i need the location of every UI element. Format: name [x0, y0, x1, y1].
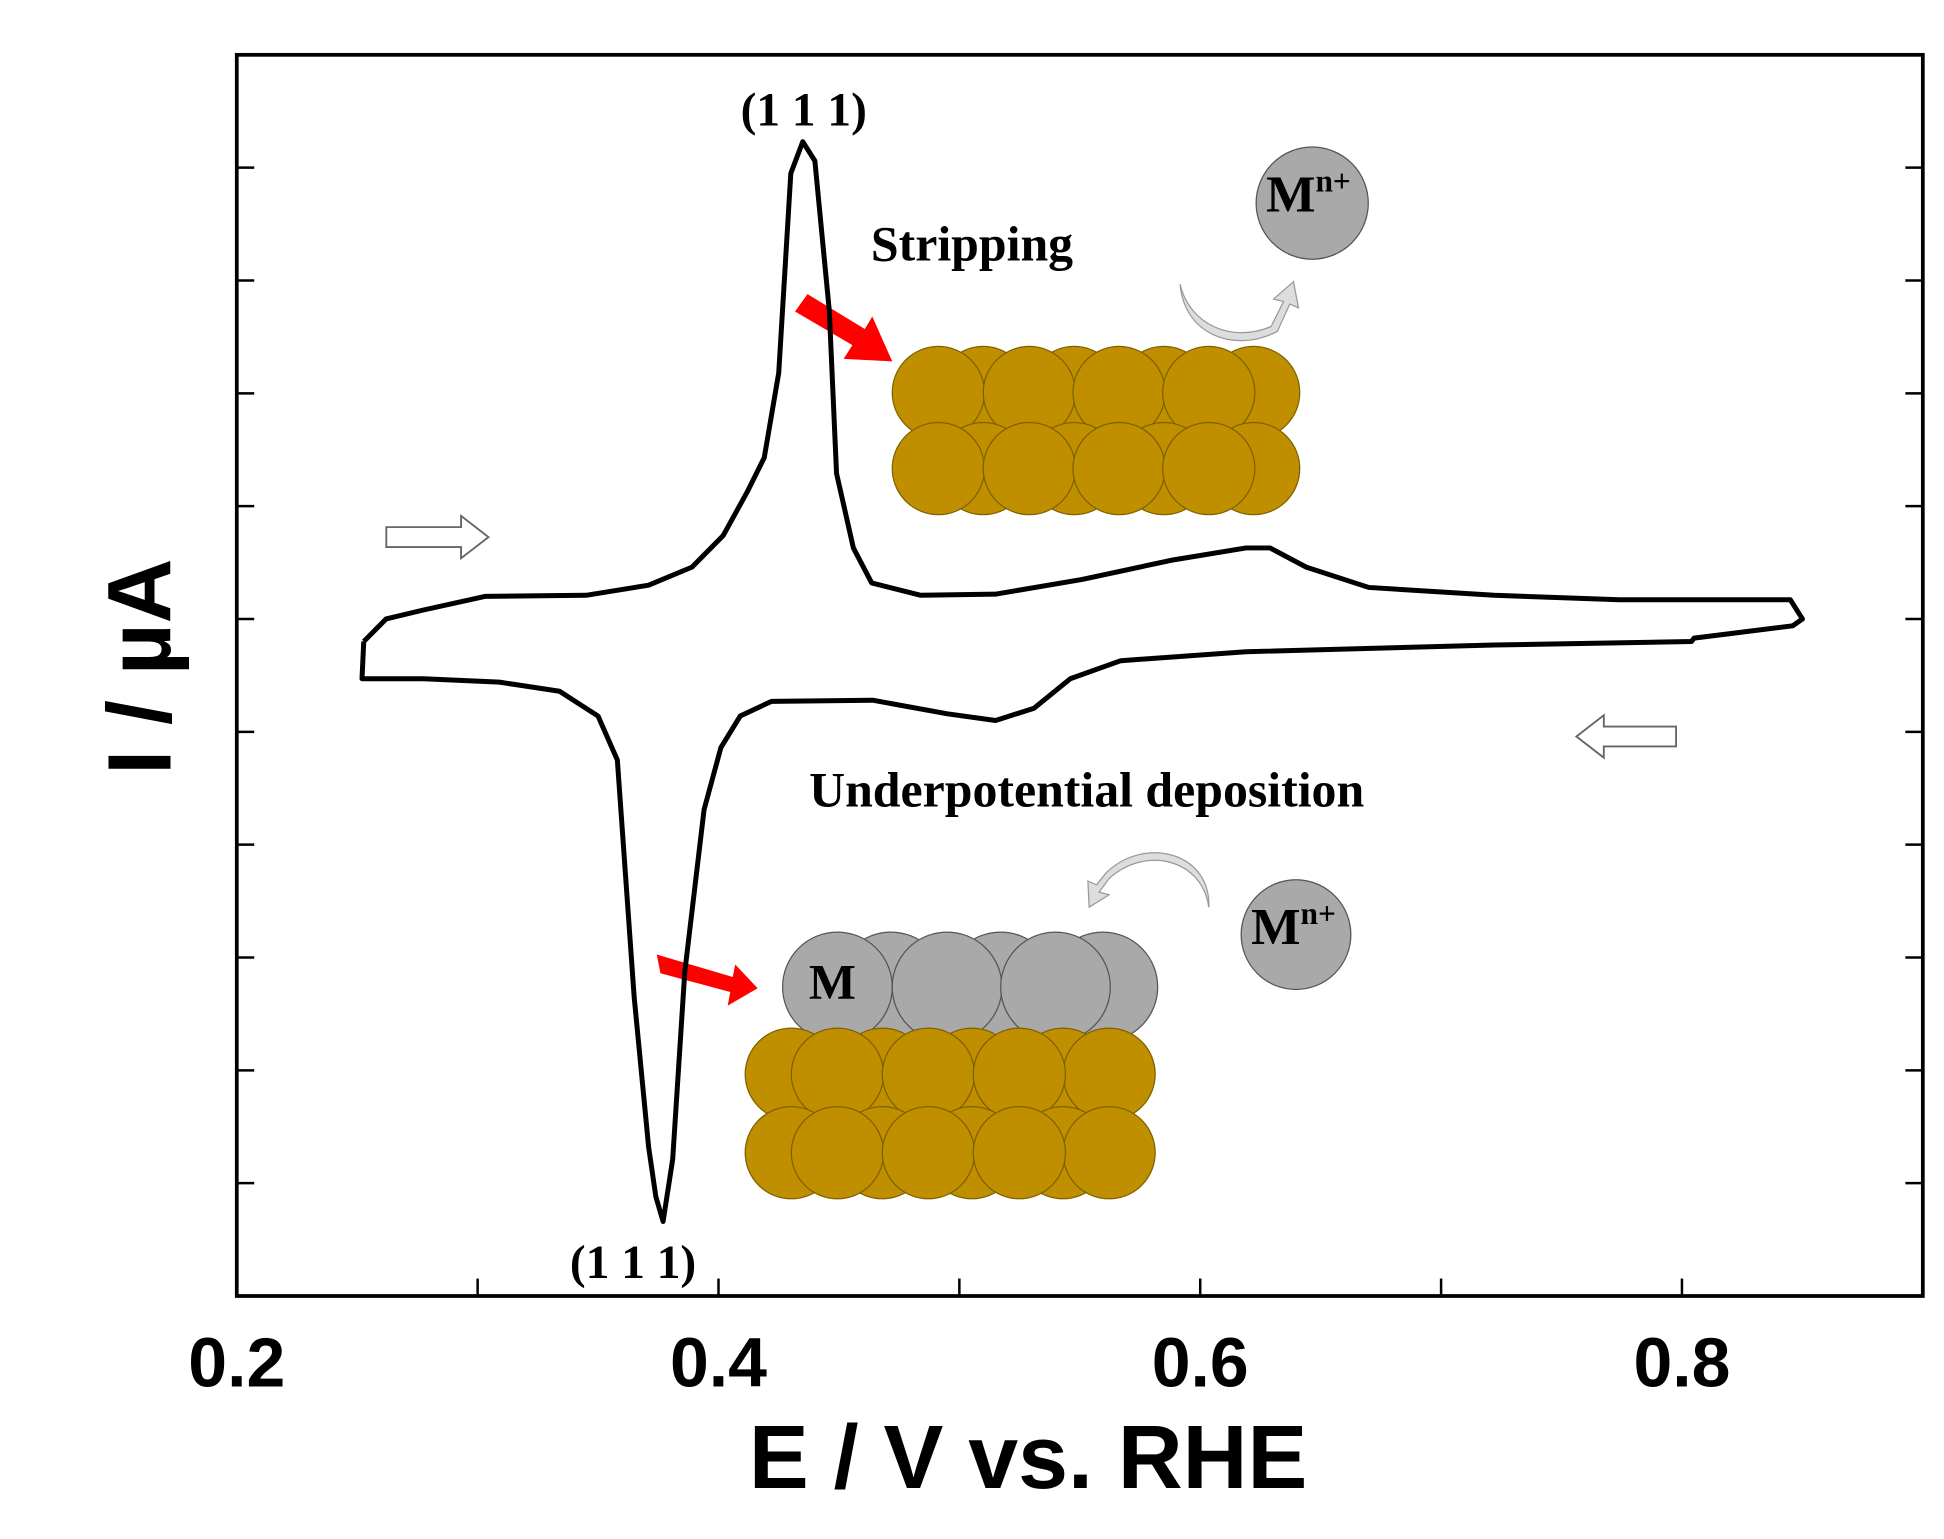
- atom: [881, 1105, 976, 1200]
- red-arrow: [795, 294, 893, 362]
- x-tick-label: 0.6: [1152, 1324, 1249, 1402]
- curved-arrow: [1087, 852, 1210, 909]
- scan-arrow: [1574, 713, 1678, 760]
- atom: [1162, 421, 1256, 516]
- axes: 0.2 0.4 0.6 0.8: [188, 52, 1925, 1402]
- plot-frame: [234, 52, 1925, 1298]
- atom: [1000, 931, 1111, 1043]
- x-tick-label: 0.4: [670, 1324, 767, 1402]
- annotation: Underpotential deposition: [809, 762, 1364, 817]
- atom: [972, 1105, 1067, 1200]
- illustration: [385, 146, 1678, 1200]
- ion-charge: n+: [1301, 896, 1336, 931]
- red-arrow: [656, 954, 758, 1006]
- annotation: (1 1 1): [741, 85, 867, 137]
- atom: [1072, 421, 1166, 516]
- ion-label: Mn+: [1266, 164, 1351, 224]
- y-axis-title: I / µA: [91, 559, 191, 775]
- ion: [1240, 879, 1352, 991]
- x-tick-label: 0.2: [188, 1324, 285, 1402]
- annotation: M: [809, 954, 856, 1009]
- curved-arrow: [1179, 280, 1300, 342]
- atom: [790, 1105, 885, 1200]
- atom: [891, 421, 986, 516]
- atom: [1062, 1105, 1156, 1200]
- x-tick-label: 0.8: [1633, 1324, 1730, 1402]
- annotations: (1 1 1) Stripping Underpotential depositio…: [570, 85, 1364, 1290]
- annotation: (1 1 1): [570, 1237, 696, 1289]
- atom: [891, 931, 1003, 1043]
- ion: [1255, 146, 1369, 260]
- ion-charge: n+: [1315, 164, 1350, 199]
- ion-symbol: M: [1251, 898, 1300, 956]
- ion-symbol: M: [1266, 165, 1315, 223]
- x-axis-title: E / V vs. RHE: [749, 1408, 1307, 1508]
- scan-arrow: [385, 514, 491, 561]
- ion-label: Mn+: [1251, 896, 1336, 956]
- cv-curve: [359, 139, 1805, 1224]
- annotation: Stripping: [871, 217, 1073, 272]
- atom: [982, 421, 1077, 516]
